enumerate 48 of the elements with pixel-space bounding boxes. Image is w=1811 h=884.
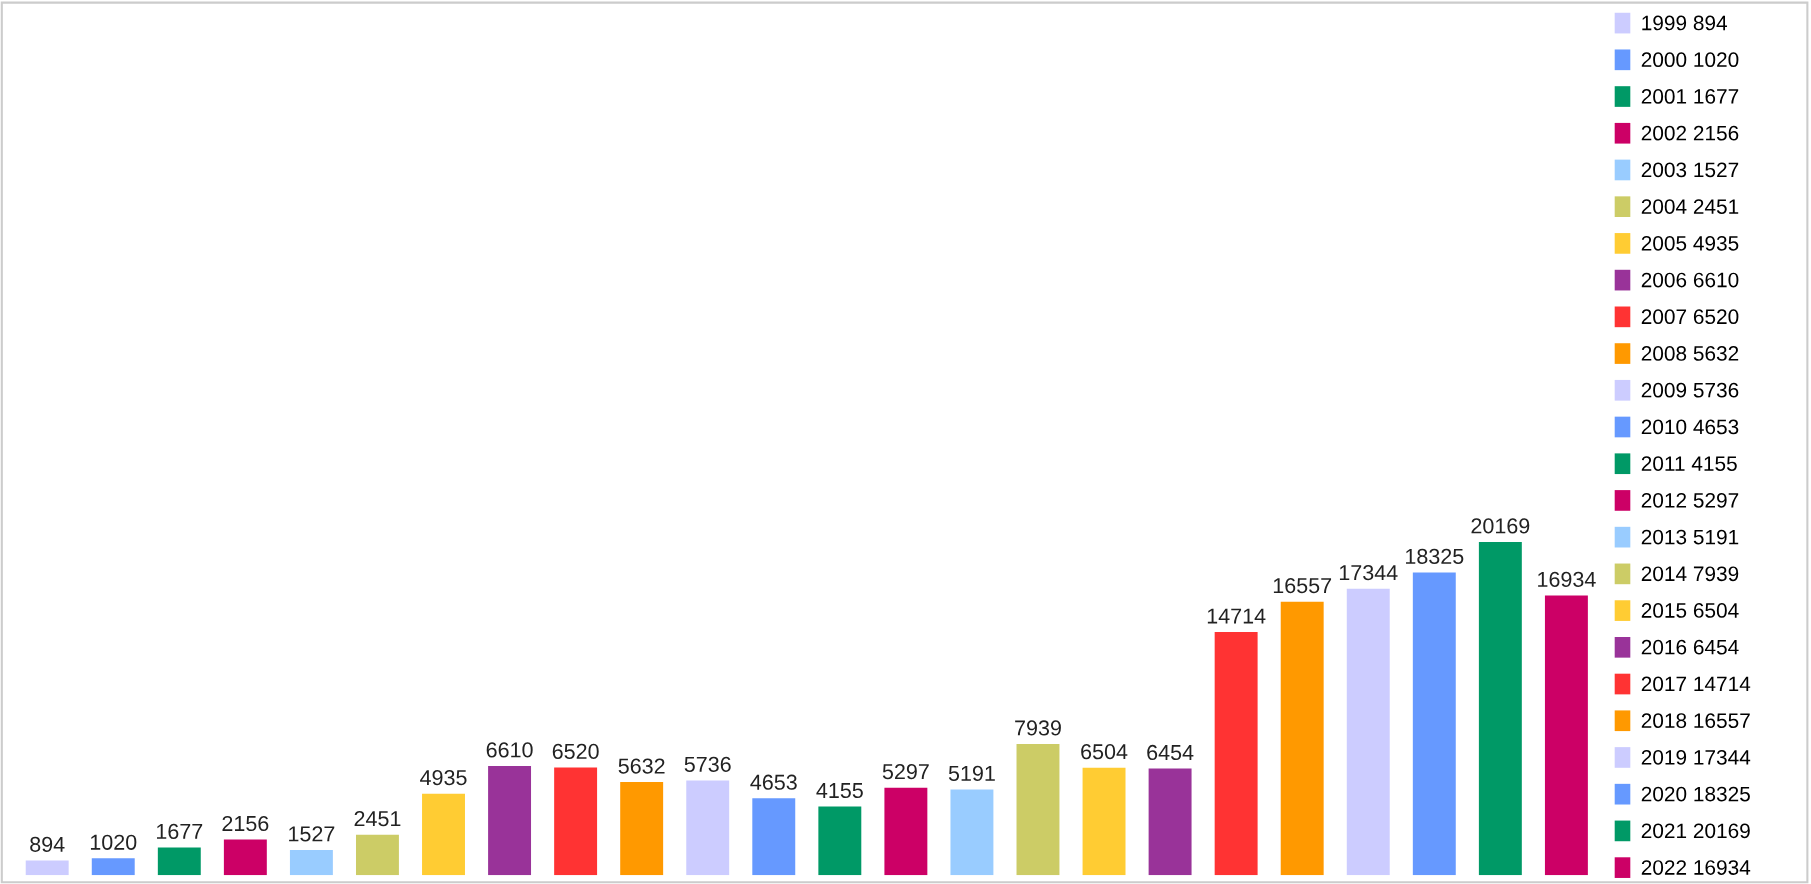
data-label: 14714 (1207, 608, 1266, 624)
data-label: 1020 (90, 834, 137, 850)
data-label: 6504 (1081, 744, 1128, 760)
data-label: 7939 (1015, 720, 1061, 736)
legend-label: 2019 17344 (1641, 749, 1751, 765)
legend-label: 2020 18325 (1641, 786, 1750, 802)
data-label: 1527 (289, 826, 335, 842)
data-label: 16934 (1538, 571, 1596, 587)
data-label: 17344 (1339, 564, 1398, 581)
legend-label: 2003 1527 (1641, 162, 1739, 178)
data-label: 894 (30, 836, 65, 852)
legend-label: 2008 5632 (1641, 346, 1739, 361)
data-label: 1677 (157, 823, 203, 840)
data-label: 5191 (948, 765, 995, 781)
data-label: 6610 (486, 742, 533, 758)
legend-label: 2006 6610 (1641, 272, 1739, 288)
data-label: 2156 (222, 815, 269, 832)
legend-label: 2012 5297 (1641, 492, 1739, 508)
data-label: 20169 (1471, 518, 1530, 534)
legend-label: 2021 20169 (1641, 823, 1750, 839)
legend-label: 2000 1020 (1641, 52, 1739, 68)
legend-label: 2022 16934 (1641, 860, 1751, 875)
data-label: 5736 (684, 756, 731, 772)
legend-label: 2001 1677 (1641, 89, 1739, 104)
data-label: 18325 (1406, 548, 1464, 564)
data-label: 16557 (1273, 577, 1332, 594)
data-label: 4935 (420, 769, 467, 786)
legend-label: 2009 5736 (1641, 382, 1739, 398)
data-label: 5632 (618, 758, 665, 774)
legend-label: 2002 2156 (1641, 125, 1739, 141)
legend-label: 2016 6454 (1641, 639, 1739, 655)
legend-label: 2004 2451 (1641, 199, 1739, 214)
legend-label: 2007 6520 (1641, 309, 1739, 325)
data-label: 4155 (816, 783, 863, 799)
data-label: 4653 (750, 774, 797, 790)
legend-label: 2010 4653 (1641, 419, 1739, 435)
legend-label: 2018 16557 (1641, 713, 1750, 729)
legend-label: 2011 4155 (1641, 456, 1737, 471)
legend-label: 2013 5191 (1641, 529, 1739, 545)
data-label: 6454 (1147, 744, 1194, 761)
legend-label: 2005 4935 (1641, 235, 1739, 251)
legend-label: 2015 6504 (1641, 603, 1739, 618)
data-label: 2451 (354, 811, 401, 827)
legend-label: 2017 14714 (1641, 676, 1751, 692)
data-label: 5297 (882, 763, 929, 780)
legend-label: 1999 894 (1642, 15, 1728, 31)
legend-label: 2014 7939 (1641, 566, 1739, 582)
data-label: 6520 (552, 743, 599, 760)
